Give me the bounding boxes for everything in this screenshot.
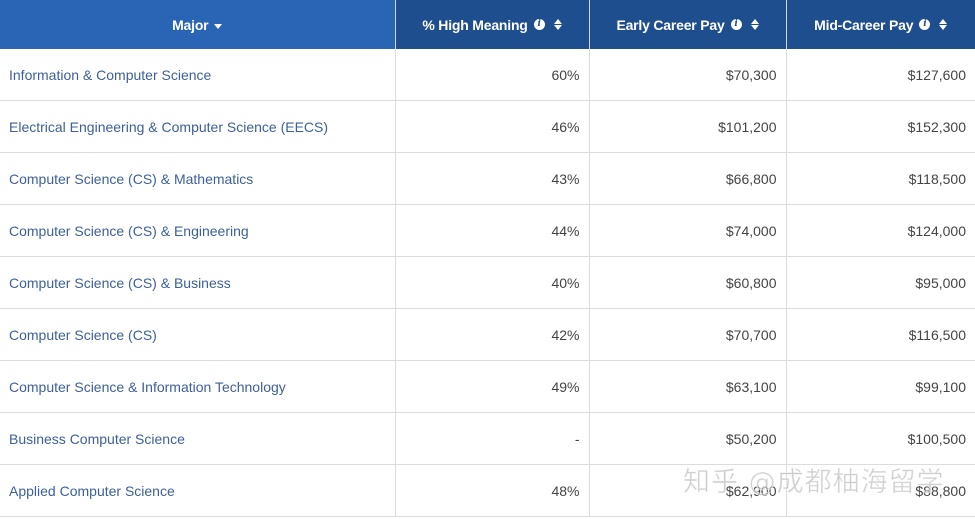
major-cell[interactable]: Computer Science & Information Technolog…	[0, 360, 396, 413]
info-icon[interactable]: i	[919, 19, 931, 30]
major-cell[interactable]: Applied Computer Science	[0, 464, 396, 517]
early-career-pay-cell: $60,800	[589, 256, 787, 309]
table-body: Information & Computer Science 60% $70,3…	[0, 49, 975, 517]
high-meaning-cell: 49%	[395, 360, 590, 413]
major-cell[interactable]: Computer Science (CS) & Business	[0, 256, 396, 309]
column-label-mid-career-pay: Mid-Career Pay	[814, 16, 914, 33]
column-header-early-career-pay[interactable]: Early Career Pay i	[589, 0, 787, 49]
high-meaning-cell: 48%	[395, 464, 590, 517]
high-meaning-cell: 44%	[395, 204, 590, 257]
major-link[interactable]: Computer Science (CS) & Business	[9, 274, 231, 291]
header-row: Major % High Meaning i Early Career Pay …	[0, 0, 975, 49]
major-cell[interactable]: Business Computer Science	[0, 412, 396, 465]
early-career-pay-cell: $101,200	[589, 100, 787, 153]
high-meaning-cell: 60%	[395, 49, 590, 101]
early-career-pay-cell: $70,700	[589, 308, 787, 361]
high-meaning-cell: -	[395, 412, 590, 465]
high-meaning-cell: 42%	[395, 308, 590, 361]
column-header-major[interactable]: Major	[0, 0, 396, 49]
table-header: Major % High Meaning i Early Career Pay …	[0, 0, 975, 49]
table-row: Applied Computer Science 48% $62,900 $88…	[0, 464, 975, 517]
early-career-pay-cell: $74,000	[589, 204, 787, 257]
table-row: Computer Science (CS) 42% $70,700 $116,5…	[0, 308, 975, 361]
column-header-mid-career-pay[interactable]: Mid-Career Pay i	[786, 0, 975, 49]
mid-career-pay-cell: $152,300	[786, 100, 975, 153]
major-cell[interactable]: Computer Science (CS) & Engineering	[0, 204, 396, 257]
high-meaning-cell: 43%	[395, 152, 590, 205]
mid-career-pay-cell: $99,100	[786, 360, 975, 413]
major-link[interactable]: Computer Science (CS) & Mathematics	[9, 170, 254, 187]
mid-career-pay-cell: $127,600	[786, 49, 975, 101]
early-career-pay-cell: $66,800	[589, 152, 787, 205]
table-row: Computer Science (CS) & Engineering 44% …	[0, 204, 975, 257]
early-career-pay-cell: $63,100	[589, 360, 787, 413]
table-row: Computer Science (CS) & Mathematics 43% …	[0, 152, 975, 205]
major-link[interactable]: Information & Computer Science	[9, 66, 212, 83]
mid-career-pay-cell: $88,800	[786, 464, 975, 517]
info-icon[interactable]: i	[533, 19, 545, 30]
major-cell[interactable]: Information & Computer Science	[0, 49, 396, 101]
major-link[interactable]: Computer Science (CS) & Engineering	[9, 222, 249, 239]
column-label-high-meaning: % High Meaning	[422, 16, 528, 33]
mid-career-pay-cell: $116,500	[786, 308, 975, 361]
high-meaning-cell: 46%	[395, 100, 590, 153]
sort-icon[interactable]	[750, 19, 759, 30]
early-career-pay-cell: $50,200	[589, 412, 787, 465]
early-career-pay-cell: $70,300	[589, 49, 787, 101]
table-row: Business Computer Science - $50,200 $100…	[0, 412, 975, 465]
table-row: Electrical Engineering & Computer Scienc…	[0, 100, 975, 153]
major-link[interactable]: Electrical Engineering & Computer Scienc…	[9, 118, 329, 135]
caret-down-icon[interactable]	[214, 24, 223, 29]
column-label-major: Major	[172, 16, 209, 33]
sort-icon[interactable]	[939, 19, 948, 30]
sort-icon[interactable]	[553, 19, 562, 30]
major-cell[interactable]: Computer Science (CS)	[0, 308, 396, 361]
early-career-pay-cell: $62,900	[589, 464, 787, 517]
table-row: Computer Science (CS) & Business 40% $60…	[0, 256, 975, 309]
high-meaning-cell: 40%	[395, 256, 590, 309]
column-header-high-meaning[interactable]: % High Meaning i	[395, 0, 590, 49]
major-link[interactable]: Business Computer Science	[9, 430, 185, 447]
major-link[interactable]: Computer Science (CS)	[9, 326, 157, 343]
mid-career-pay-cell: $124,000	[786, 204, 975, 257]
major-link[interactable]: Applied Computer Science	[9, 482, 175, 499]
major-link[interactable]: Computer Science & Information Technolog…	[9, 378, 286, 395]
major-cell[interactable]: Computer Science (CS) & Mathematics	[0, 152, 396, 205]
column-label-early-career-pay: Early Career Pay	[616, 16, 725, 33]
mid-career-pay-cell: $95,000	[786, 256, 975, 309]
table-row: Computer Science & Information Technolog…	[0, 360, 975, 413]
mid-career-pay-cell: $118,500	[786, 152, 975, 205]
info-icon[interactable]: i	[730, 19, 742, 30]
table-row: Information & Computer Science 60% $70,3…	[0, 49, 975, 101]
major-cell[interactable]: Electrical Engineering & Computer Scienc…	[0, 100, 396, 153]
mid-career-pay-cell: $100,500	[786, 412, 975, 465]
